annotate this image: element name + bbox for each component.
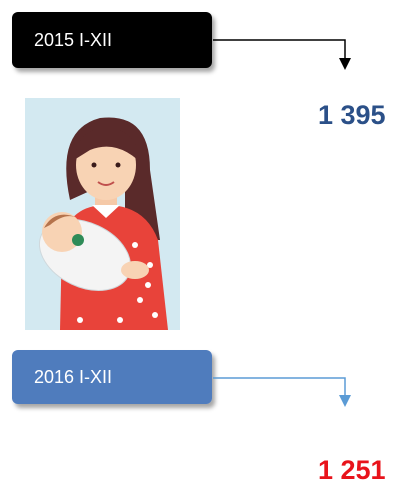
value: 1 251 [318,455,386,485]
period-label: 2016 I-XII [34,367,112,387]
arrow-head [339,58,351,70]
value: 1 395 [318,100,386,130]
page: 2015 I-XII 1 395 2016 I-XII 1 251 (() =>… [0,0,413,493]
period-label: 2015 I-XII [34,30,112,50]
connector [213,378,345,396]
arrow-head [339,395,351,407]
infographic: 2015 I-XII 1 395 2016 I-XII 1 251 [0,0,413,493]
connector [213,40,345,60]
mother-baby-illustration [25,98,180,330]
